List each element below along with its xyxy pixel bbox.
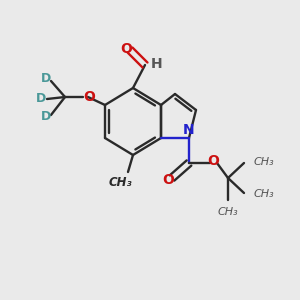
Text: CH₃: CH₃ bbox=[108, 176, 132, 188]
Text: O: O bbox=[162, 173, 174, 187]
Text: D: D bbox=[41, 73, 51, 85]
Text: CH₃: CH₃ bbox=[254, 189, 274, 199]
Text: CH₃: CH₃ bbox=[218, 207, 238, 217]
Text: O: O bbox=[207, 154, 219, 168]
Text: CH₃: CH₃ bbox=[254, 157, 274, 167]
Text: O: O bbox=[83, 90, 95, 104]
Text: D: D bbox=[36, 92, 46, 106]
Text: H: H bbox=[151, 57, 163, 71]
Text: O: O bbox=[120, 42, 132, 56]
Text: N: N bbox=[183, 123, 195, 137]
Text: D: D bbox=[41, 110, 51, 124]
